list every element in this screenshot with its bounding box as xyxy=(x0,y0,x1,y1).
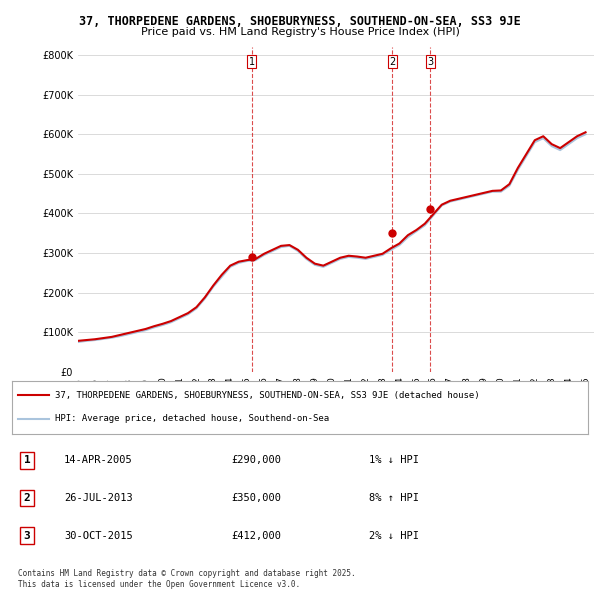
Text: 3: 3 xyxy=(23,531,30,540)
Text: 2% ↓ HPI: 2% ↓ HPI xyxy=(369,531,419,540)
Text: 37, THORPEDENE GARDENS, SHOEBURYNESS, SOUTHEND-ON-SEA, SS3 9JE (detached house): 37, THORPEDENE GARDENS, SHOEBURYNESS, SO… xyxy=(55,391,480,400)
Text: HPI: Average price, detached house, Southend-on-Sea: HPI: Average price, detached house, Sout… xyxy=(55,414,329,423)
Text: 1% ↓ HPI: 1% ↓ HPI xyxy=(369,455,419,465)
Text: £412,000: £412,000 xyxy=(231,531,281,540)
Text: £350,000: £350,000 xyxy=(231,493,281,503)
Text: 3: 3 xyxy=(427,57,433,67)
Text: 26-JUL-2013: 26-JUL-2013 xyxy=(64,493,133,503)
Text: Price paid vs. HM Land Registry's House Price Index (HPI): Price paid vs. HM Land Registry's House … xyxy=(140,27,460,37)
Text: 8% ↑ HPI: 8% ↑ HPI xyxy=(369,493,419,503)
Text: 2: 2 xyxy=(389,57,395,67)
Text: Contains HM Land Registry data © Crown copyright and database right 2025.
This d: Contains HM Land Registry data © Crown c… xyxy=(18,569,356,589)
Text: 2: 2 xyxy=(23,493,30,503)
Text: 1: 1 xyxy=(249,57,255,67)
Text: 1: 1 xyxy=(23,455,30,465)
Text: 14-APR-2005: 14-APR-2005 xyxy=(64,455,133,465)
Text: 30-OCT-2015: 30-OCT-2015 xyxy=(64,531,133,540)
Text: 37, THORPEDENE GARDENS, SHOEBURYNESS, SOUTHEND-ON-SEA, SS3 9JE: 37, THORPEDENE GARDENS, SHOEBURYNESS, SO… xyxy=(79,15,521,28)
Text: £290,000: £290,000 xyxy=(231,455,281,465)
